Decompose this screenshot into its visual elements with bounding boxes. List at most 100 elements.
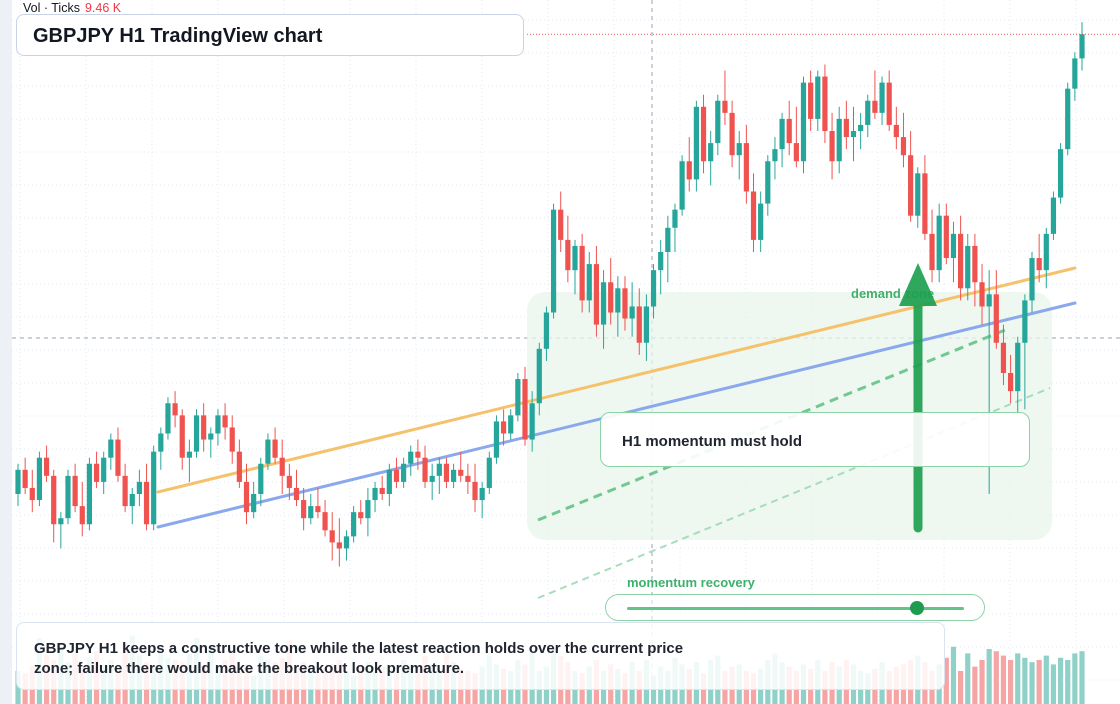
candle-body bbox=[272, 439, 278, 458]
candle-body bbox=[1029, 258, 1035, 301]
candle bbox=[858, 112, 864, 150]
slider-track[interactable] bbox=[627, 607, 964, 610]
candle bbox=[758, 191, 764, 252]
candle bbox=[108, 433, 114, 470]
candle bbox=[422, 445, 428, 488]
candle bbox=[372, 481, 378, 513]
candle-body bbox=[915, 173, 921, 216]
candle bbox=[979, 264, 985, 325]
candle bbox=[265, 433, 271, 470]
candle-body bbox=[865, 100, 871, 125]
candle bbox=[636, 288, 642, 355]
candle-body bbox=[729, 112, 735, 156]
candle bbox=[308, 494, 314, 525]
candle bbox=[301, 487, 307, 531]
candle bbox=[1000, 324, 1007, 386]
candle bbox=[943, 203, 949, 265]
candle-body bbox=[972, 245, 978, 283]
candle-body bbox=[301, 500, 307, 519]
candle-body bbox=[893, 124, 899, 138]
candle bbox=[229, 415, 235, 464]
candle bbox=[886, 70, 892, 131]
volume-bar bbox=[1000, 655, 1007, 704]
candle bbox=[365, 487, 371, 537]
candle-body bbox=[315, 506, 321, 513]
candle bbox=[665, 215, 671, 283]
candle-body bbox=[293, 487, 300, 501]
candle-body bbox=[658, 252, 664, 271]
candle bbox=[322, 500, 328, 537]
candle-body bbox=[1043, 233, 1049, 271]
volume-bar bbox=[979, 660, 985, 704]
candle bbox=[500, 409, 507, 446]
candle bbox=[172, 391, 178, 428]
candle-body bbox=[343, 536, 350, 549]
candle-body bbox=[815, 76, 821, 119]
candle-body bbox=[51, 475, 57, 525]
candle bbox=[251, 481, 257, 519]
candle-body bbox=[836, 118, 842, 162]
candle bbox=[586, 252, 592, 313]
candle-body bbox=[1079, 34, 1085, 59]
candle-body bbox=[415, 451, 421, 458]
candle-body bbox=[743, 143, 749, 192]
volume-bar bbox=[1022, 657, 1028, 704]
candle-body bbox=[529, 403, 535, 440]
candle bbox=[486, 451, 492, 494]
candle-body bbox=[679, 161, 685, 210]
candle-body bbox=[1072, 58, 1078, 89]
candle bbox=[786, 100, 792, 156]
candle bbox=[515, 373, 521, 422]
candle-body bbox=[29, 487, 35, 501]
candle bbox=[1029, 252, 1035, 313]
candle bbox=[822, 64, 828, 144]
candle bbox=[615, 276, 621, 337]
candle bbox=[772, 137, 778, 180]
candle bbox=[465, 463, 471, 494]
candle bbox=[1007, 354, 1014, 404]
candle-body bbox=[65, 475, 71, 519]
candle-body bbox=[929, 233, 935, 271]
candle-body bbox=[936, 215, 942, 271]
candle bbox=[72, 463, 78, 513]
candle-body bbox=[122, 475, 128, 507]
candle-body bbox=[858, 124, 864, 131]
candle bbox=[1072, 52, 1078, 101]
recovery-arrow-head bbox=[899, 263, 937, 306]
candle-body bbox=[308, 506, 314, 519]
candle-body bbox=[401, 463, 407, 482]
volume-bar bbox=[1007, 660, 1014, 704]
candle bbox=[272, 427, 278, 464]
momentum-slider[interactable] bbox=[605, 594, 985, 621]
candle-body bbox=[672, 209, 678, 228]
candle-body bbox=[186, 451, 192, 458]
volume-label: Vol · Ticks bbox=[23, 1, 80, 15]
volume-indicator-legend[interactable]: Vol · Ticks 9.46 K bbox=[23, 1, 121, 15]
slider-thumb[interactable] bbox=[909, 601, 924, 615]
candle bbox=[101, 451, 107, 494]
candle bbox=[329, 512, 335, 561]
candle bbox=[808, 70, 814, 131]
candle-body bbox=[522, 379, 528, 440]
candle bbox=[58, 512, 64, 549]
candle-body bbox=[608, 282, 614, 313]
candle bbox=[79, 481, 85, 537]
candle-body bbox=[822, 76, 828, 131]
candle-body bbox=[165, 403, 171, 434]
candle bbox=[972, 233, 978, 307]
candle-body bbox=[493, 421, 500, 458]
candle-body bbox=[693, 106, 699, 180]
candle-body bbox=[622, 288, 628, 319]
candle-body bbox=[151, 451, 157, 525]
candle-body bbox=[386, 469, 392, 494]
candle bbox=[458, 451, 464, 482]
candle-body bbox=[643, 306, 650, 343]
candle-body bbox=[450, 469, 457, 482]
candle bbox=[872, 70, 878, 119]
volume-bar bbox=[965, 653, 971, 704]
candle-body bbox=[179, 415, 185, 458]
candle-body bbox=[772, 149, 778, 162]
volume-bar bbox=[950, 646, 957, 704]
candle-body bbox=[543, 312, 550, 349]
candle-body bbox=[750, 191, 757, 240]
